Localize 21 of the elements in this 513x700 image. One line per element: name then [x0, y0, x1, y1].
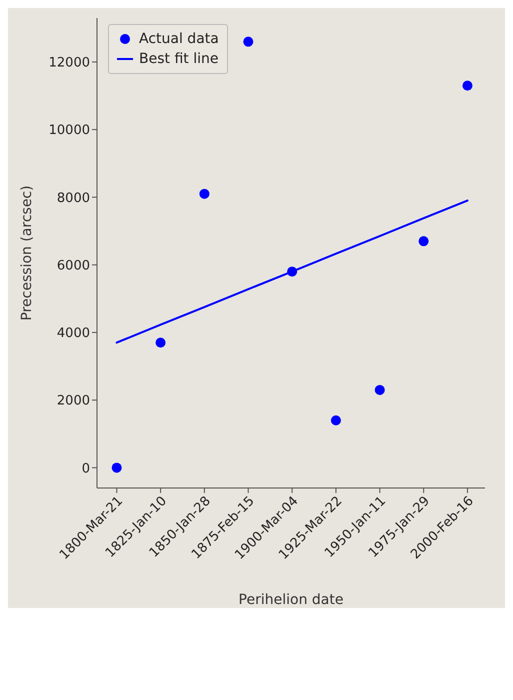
point [156, 338, 166, 348]
point [199, 188, 210, 199]
legend-label: Best fit line [139, 50, 218, 69]
y-tick-label: 6000 [56, 258, 90, 274]
point [418, 236, 429, 246]
y-axis-title: Precession (arcsec) [18, 185, 35, 321]
y-tick-label: 8000 [56, 190, 90, 206]
point [374, 384, 385, 395]
y-tick-label: 12000 [48, 56, 90, 71]
point [330, 415, 341, 426]
point [243, 36, 254, 47]
y-tick-label: 10000 [48, 123, 90, 138]
point [112, 462, 122, 473]
x-axis-title: Perihelion date [238, 592, 344, 608]
line-series [116, 200, 468, 344]
y-tick-label: 4000 [56, 326, 90, 342]
point [462, 80, 472, 91]
y-tick-label: 2000 [56, 394, 90, 409]
y-tick-label: 0 [82, 461, 90, 476]
legend-label: Actual data [139, 30, 219, 49]
point [287, 266, 298, 277]
